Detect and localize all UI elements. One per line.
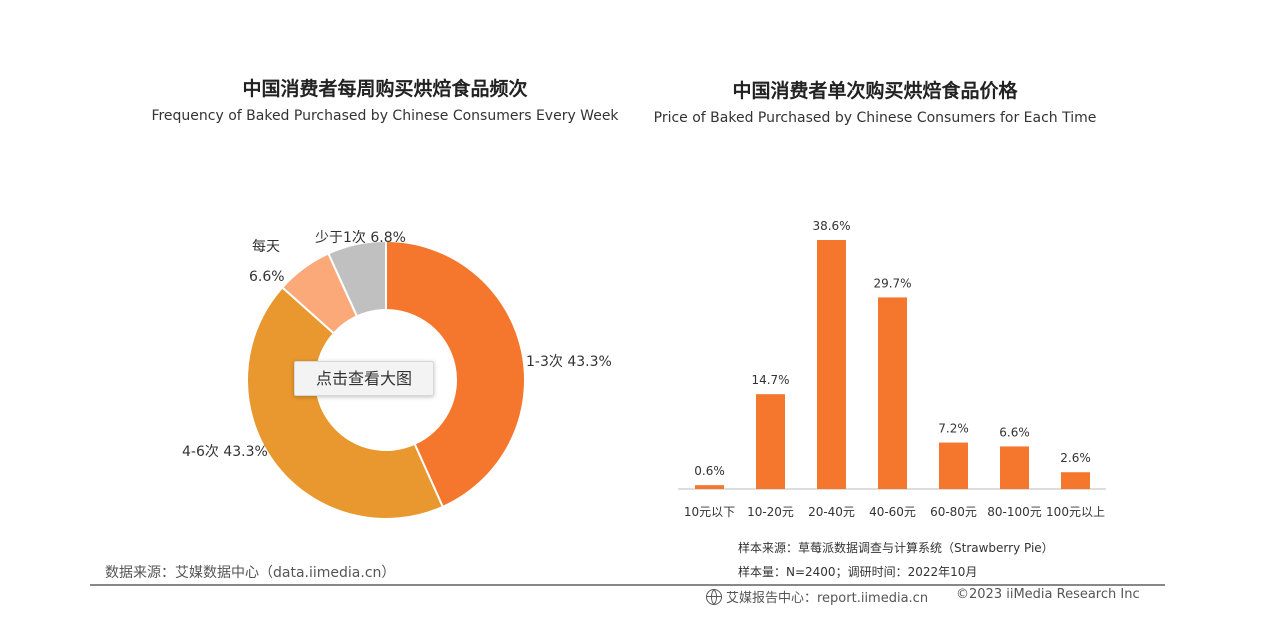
bar-data-label: 14.7%	[751, 373, 789, 387]
donut-chart-title: 中国消费者每周购买烘焙食品频次	[242, 78, 528, 100]
bar-data-label: 29.7%	[873, 276, 911, 290]
bar	[1000, 446, 1029, 489]
donut-slice-label: 每天	[252, 239, 280, 255]
globe-icon	[706, 589, 722, 605]
x-tick-label: 10-20元	[747, 505, 794, 519]
bar-data-label: 0.6%	[694, 464, 725, 478]
bar-chart-subtitle: Price of Baked Purchased by Chinese Cons…	[653, 110, 1097, 126]
x-tick-label: 80-100元	[987, 505, 1042, 519]
sample-source-note: 样本来源：草莓派数据调查与计算系统（Strawberry Pie）	[738, 541, 1054, 555]
donut-slice	[385, 239, 526, 509]
bar	[939, 442, 968, 489]
report-center-text: 艾媒报告中心：report.iimedia.cn	[726, 591, 929, 606]
bar	[817, 240, 846, 489]
copyright-text: ©2023 iiMedia Research Inc	[956, 587, 1140, 602]
report-center-link[interactable]: 艾媒报告中心：report.iimedia.cn	[706, 587, 928, 606]
bar-data-label: 38.6%	[812, 219, 850, 233]
bar	[756, 394, 785, 489]
sample-size-note: 样本量：N=2400；调研时间：2022年10月	[738, 565, 978, 579]
x-tick-label: 40-60元	[869, 505, 916, 519]
donut-slice-label: 6.6%	[249, 269, 285, 285]
bar	[878, 297, 907, 489]
x-tick-label: 20-40元	[808, 505, 855, 519]
donut-slice-label: 1-3次 43.3%	[526, 354, 612, 370]
data-source-text: 数据来源：艾媒数据中心（data.iimedia.cn）	[105, 565, 396, 581]
donut-chart-subtitle: Frequency of Baked Purchased by Chinese …	[151, 108, 619, 124]
bar-chart-title: 中国消费者单次购买烘焙食品价格	[732, 80, 1018, 102]
bar	[1061, 472, 1090, 489]
x-tick-label: 100元以上	[1046, 505, 1105, 519]
footer-divider	[90, 584, 1165, 586]
donut-slice-label: 4-6次 43.3%	[182, 444, 268, 460]
donut-slice	[327, 239, 387, 318]
view-large-image-button[interactable]: 点击查看大图	[294, 361, 434, 396]
bar-data-label: 7.2%	[938, 422, 969, 436]
bar-data-label: 2.6%	[1060, 451, 1091, 465]
donut-slice-label: 少于1次 6.8%	[315, 230, 406, 246]
donut-slice	[246, 286, 445, 520]
bar-data-label: 6.6%	[999, 425, 1030, 439]
x-tick-label: 10元以下	[684, 505, 735, 519]
bar	[695, 485, 724, 489]
x-tick-label: 60-80元	[930, 505, 977, 519]
